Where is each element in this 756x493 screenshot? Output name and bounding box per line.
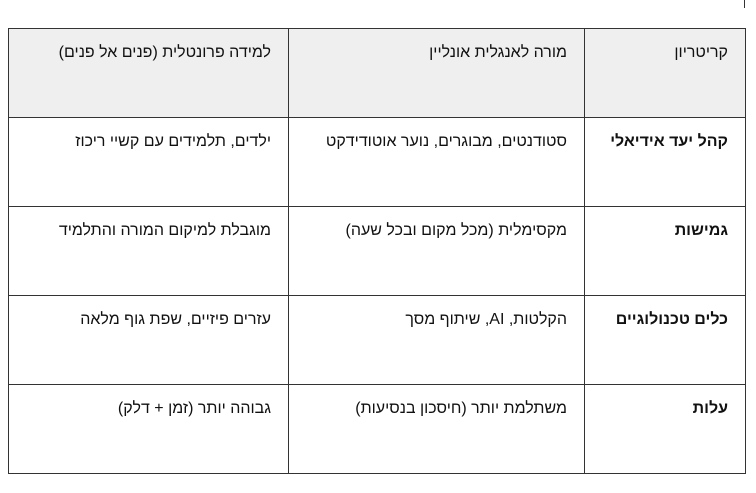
divider [744, 0, 745, 8]
table-row: כלים טכנולוגיים הקלטות, AI, שיתוף מסך עז… [8, 295, 746, 385]
frontal-cell: מוגבלת למיקום המורה והתלמיד [8, 206, 289, 296]
online-cell: משתלמת יותר (חיסכון בנסיעות) [288, 384, 585, 474]
table-row: גמישות מקסימלית (מכל מקום ובכל שעה) מוגב… [8, 206, 746, 296]
column-header: למידה פרונטלית (פנים אל פנים) [8, 28, 289, 118]
column-header: מורה לאנגלית אונליין [288, 28, 585, 118]
column-header: קריטריון [584, 28, 746, 118]
frontal-cell: גבוהה יותר (זמן + דלק) [8, 384, 289, 474]
table-header-row: קריטריון מורה לאנגלית אונליין למידה פרונ… [8, 28, 746, 118]
criterion-cell: גמישות [584, 206, 746, 296]
online-cell: מקסימלית (מכל מקום ובכל שעה) [288, 206, 585, 296]
criterion-cell: עלות [584, 384, 746, 474]
criterion-cell: כלים טכנולוגיים [584, 295, 746, 385]
frontal-cell: עזרים פיזיים, שפת גוף מלאה [8, 295, 289, 385]
online-cell: הקלטות, AI, שיתוף מסך [288, 295, 585, 385]
table-row: קהל יעד אידיאלי סטודנטים, מבוגרים, נוער … [8, 117, 746, 207]
frontal-cell: ילדים, תלמידים עם קשיי ריכוז [8, 117, 289, 207]
criterion-cell: קהל יעד אידיאלי [584, 117, 746, 207]
online-cell: סטודנטים, מבוגרים, נוער אוטודידקט [288, 117, 585, 207]
table-row: עלות משתלמת יותר (חיסכון בנסיעות) גבוהה … [8, 384, 746, 474]
comparison-table: קריטריון מורה לאנגלית אונליין למידה פרונ… [8, 28, 746, 474]
